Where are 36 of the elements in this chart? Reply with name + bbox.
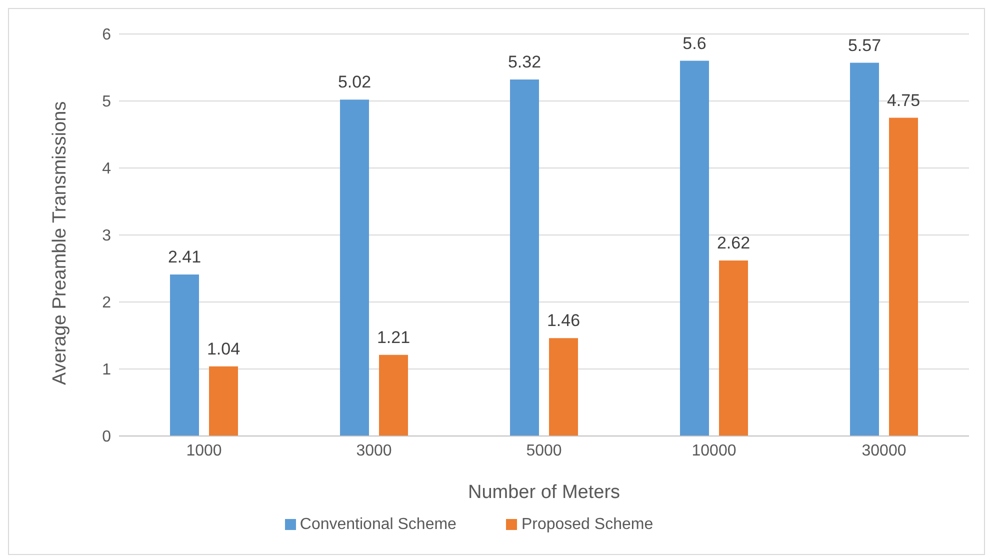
y-axis-title: Average Preamble Transmissions xyxy=(50,101,71,385)
bar xyxy=(170,274,199,436)
x-tick-label: 10000 xyxy=(692,442,736,460)
legend-label: Proposed Scheme xyxy=(521,516,654,533)
bar xyxy=(680,60,709,436)
bar xyxy=(510,80,539,436)
x-tick-label: 1000 xyxy=(186,442,222,460)
y-tick-label: 6 xyxy=(102,26,112,44)
data-label: 5.57 xyxy=(848,36,882,55)
y-tick-label: 5 xyxy=(102,94,112,111)
y-tick-label: 0 xyxy=(102,428,112,446)
data-label: 1.21 xyxy=(376,328,410,347)
legend-label: Conventional Scheme xyxy=(300,516,456,533)
bar xyxy=(889,118,918,436)
bar xyxy=(340,100,369,436)
data-label: 1.46 xyxy=(546,311,580,330)
bar xyxy=(850,62,879,436)
bar xyxy=(549,338,578,436)
data-label: 2.62 xyxy=(716,233,750,252)
x-tick-label: 30000 xyxy=(862,442,906,460)
x-axis-title: Number of Meters xyxy=(468,482,620,503)
x-tick-label: 5000 xyxy=(526,442,562,460)
data-label: 5.02 xyxy=(338,72,372,92)
bar xyxy=(379,354,408,436)
data-label: 1.04 xyxy=(206,339,240,358)
bar xyxy=(719,260,748,436)
y-tick-label: 1 xyxy=(102,362,112,379)
bar xyxy=(209,366,238,436)
y-tick-label: 2 xyxy=(102,294,112,312)
data-label: 2.41 xyxy=(168,248,202,267)
data-label: 5.32 xyxy=(508,52,542,72)
data-label: 5.6 xyxy=(682,34,706,53)
x-tick-label: 3000 xyxy=(356,442,392,460)
y-tick-label: 4 xyxy=(102,160,112,178)
y-tick-label: 3 xyxy=(102,228,112,245)
data-label: 4.75 xyxy=(886,90,920,110)
